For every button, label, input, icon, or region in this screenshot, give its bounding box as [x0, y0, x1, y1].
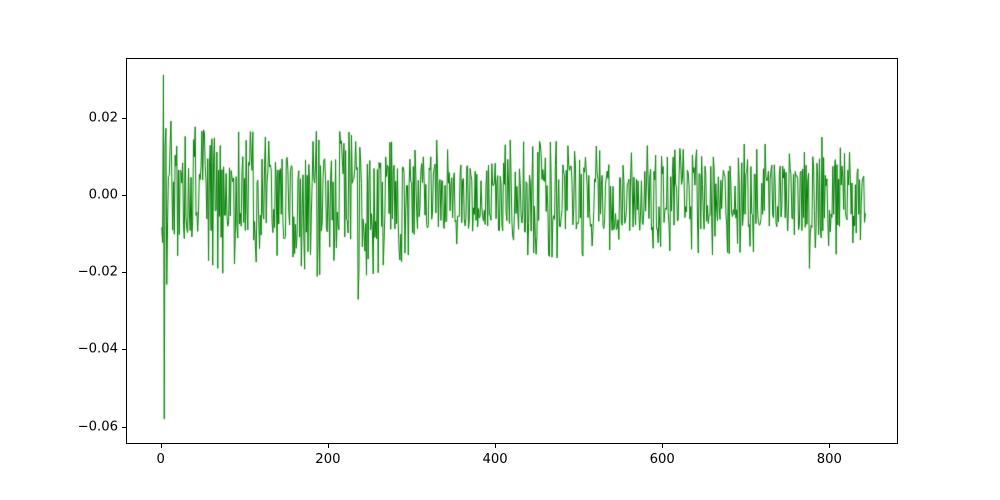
y-tick-mark	[122, 349, 126, 351]
y-tick-mark	[122, 426, 126, 428]
x-tick-mark	[662, 444, 664, 448]
y-tick-label: 0.00	[88, 187, 118, 203]
x-tick-label: 200	[315, 452, 341, 467]
x-tick-mark	[160, 444, 162, 448]
x-tick-label: 0	[156, 452, 165, 467]
y-tick-label: −0.02	[77, 264, 118, 280]
y-tick-label: −0.06	[77, 419, 118, 435]
x-tick-label: 800	[816, 452, 842, 467]
x-tick-label: 400	[482, 452, 508, 467]
signal-line-plot	[127, 59, 897, 443]
y-tick-mark	[122, 117, 126, 119]
y-tick-label: 0.02	[88, 109, 118, 125]
x-tick-mark	[327, 444, 329, 448]
x-tick-mark	[495, 444, 497, 448]
x-tick-label: 600	[649, 452, 675, 467]
x-tick-mark	[829, 444, 831, 448]
y-tick-label: −0.04	[77, 341, 118, 357]
y-tick-mark	[122, 272, 126, 274]
y-tick-mark	[122, 194, 126, 196]
plot-axes-area	[126, 58, 898, 444]
